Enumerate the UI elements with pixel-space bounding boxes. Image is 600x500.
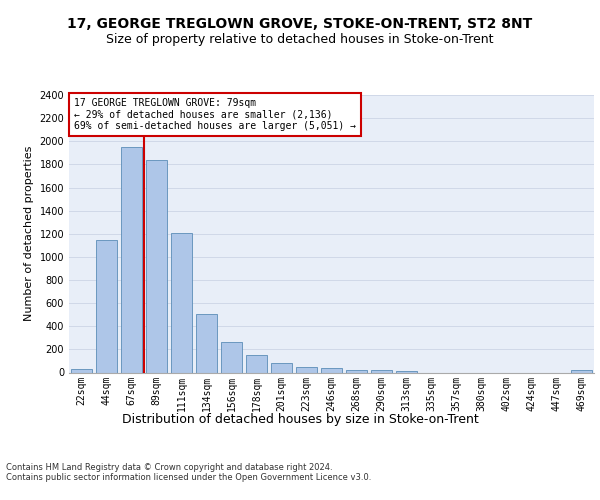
- Bar: [71, 369, 92, 372]
- Bar: [146, 160, 167, 372]
- Bar: [321, 368, 342, 372]
- Bar: [396, 371, 417, 372]
- Bar: [121, 147, 142, 372]
- Text: 17, GEORGE TREGLOWN GROVE, STOKE-ON-TRENT, ST2 8NT: 17, GEORGE TREGLOWN GROVE, STOKE-ON-TREN…: [67, 18, 533, 32]
- Text: 17 GEORGE TREGLOWN GROVE: 79sqm
← 29% of detached houses are smaller (2,136)
69%: 17 GEORGE TREGLOWN GROVE: 79sqm ← 29% of…: [74, 98, 356, 131]
- Bar: [171, 232, 192, 372]
- Text: Distribution of detached houses by size in Stoke-on-Trent: Distribution of detached houses by size …: [122, 412, 478, 426]
- Bar: [221, 342, 242, 372]
- Bar: [371, 370, 392, 372]
- Bar: [96, 240, 117, 372]
- Text: Size of property relative to detached houses in Stoke-on-Trent: Size of property relative to detached ho…: [106, 32, 494, 46]
- Bar: [196, 314, 217, 372]
- Text: Contains HM Land Registry data © Crown copyright and database right 2024.: Contains HM Land Registry data © Crown c…: [6, 462, 332, 471]
- Y-axis label: Number of detached properties: Number of detached properties: [24, 146, 34, 322]
- Text: Contains public sector information licensed under the Open Government Licence v3: Contains public sector information licen…: [6, 472, 371, 482]
- Bar: [346, 370, 367, 372]
- Bar: [246, 354, 267, 372]
- Bar: [271, 363, 292, 372]
- Bar: [296, 366, 317, 372]
- Bar: [571, 370, 592, 372]
